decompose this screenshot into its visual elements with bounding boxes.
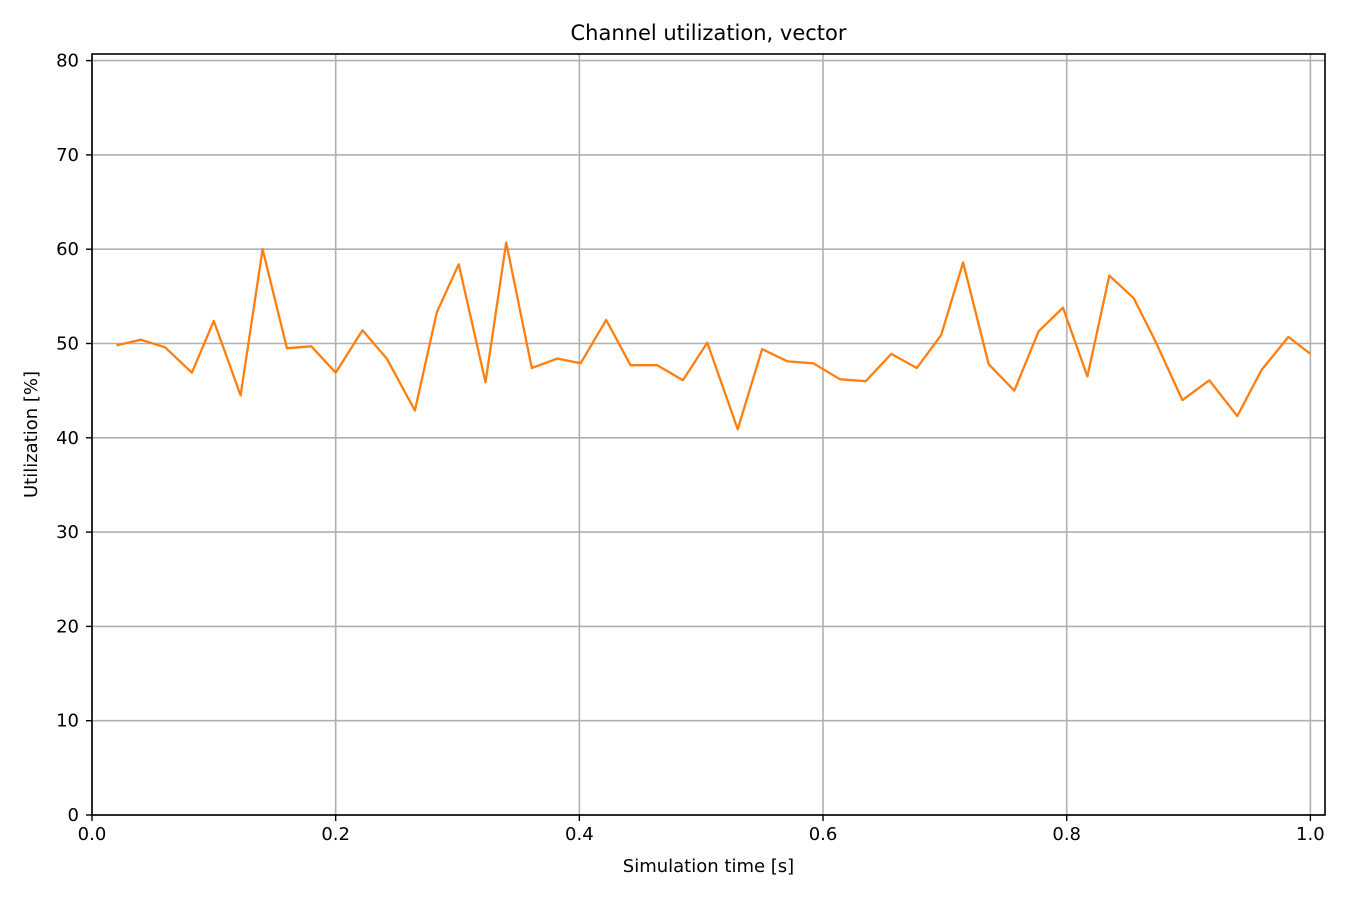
series-layer bbox=[116, 241, 1312, 431]
y-tick-label: 70 bbox=[56, 145, 79, 166]
x-tick-label: 0.4 bbox=[565, 824, 594, 845]
x-tick-label: 1.0 bbox=[1296, 824, 1325, 845]
grid bbox=[91, 54, 1325, 816]
chart-title: Channel utilization, vector bbox=[570, 21, 846, 45]
series-line bbox=[116, 241, 1312, 431]
y-tick-label: 20 bbox=[56, 616, 79, 637]
y-tick-label: 50 bbox=[56, 334, 79, 355]
y-tick-label: 40 bbox=[56, 428, 79, 449]
ticks: 0.0 0.2 0.4 0.6 0.8 1.0 0 10 20 30 40 50 60 70 80 bbox=[56, 51, 1325, 845]
plot-frame bbox=[91, 53, 1326, 816]
x-tick-label: 0.6 bbox=[809, 824, 838, 845]
y-tick-label: 10 bbox=[56, 711, 79, 732]
x-axis-label: Simulation time [s] bbox=[623, 856, 794, 877]
y-tick-label: 30 bbox=[56, 522, 79, 543]
x-tick-label: 0.8 bbox=[1052, 824, 1081, 845]
y-tick-label: 60 bbox=[56, 239, 79, 260]
y-tick-label: 80 bbox=[56, 51, 79, 72]
x-tick-label: 0.0 bbox=[78, 824, 107, 845]
x-tick-label: 0.2 bbox=[321, 824, 350, 845]
y-axis-label: Utilization [%] bbox=[21, 371, 42, 498]
y-tick-label: 0 bbox=[68, 805, 79, 826]
